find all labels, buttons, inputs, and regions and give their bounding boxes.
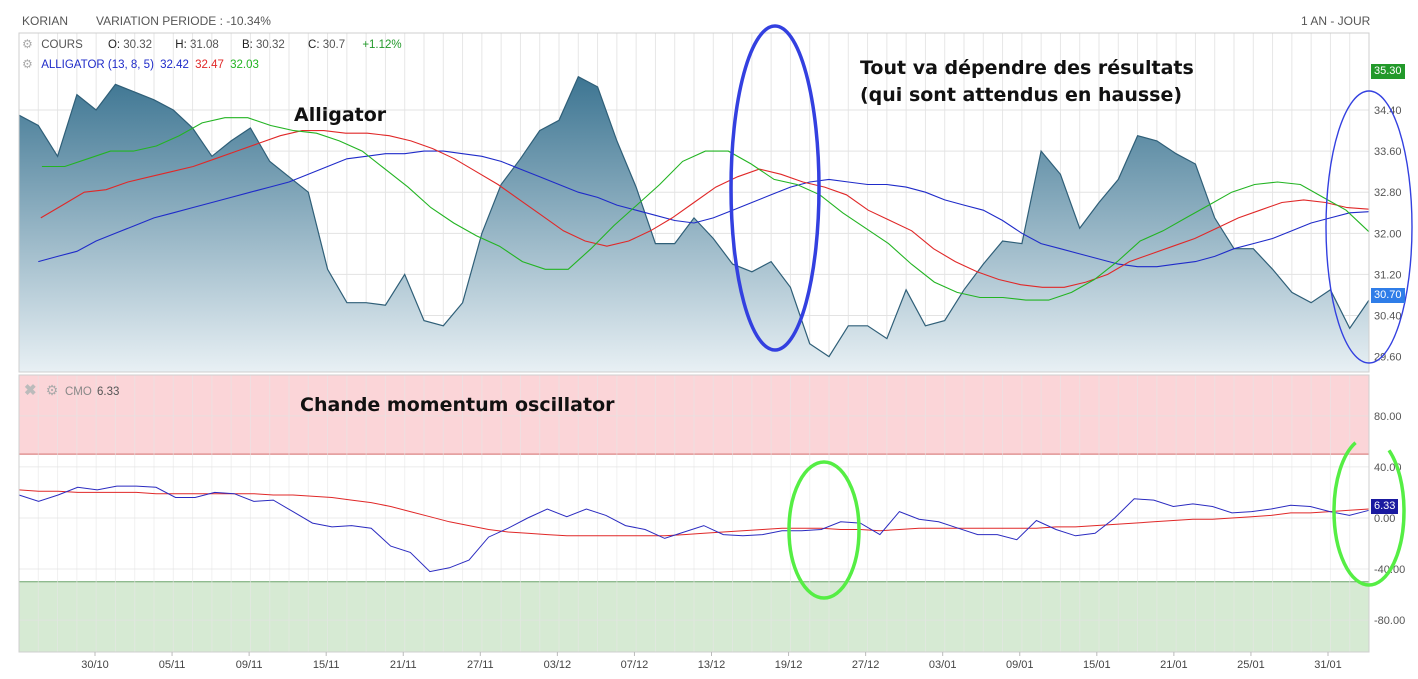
green-highlight-ellipse	[787, 460, 861, 600]
alligator-jaw-value: 32.42	[160, 59, 189, 71]
blue-highlight-ellipse	[1325, 90, 1413, 364]
x-tick-label: 05/11	[159, 659, 186, 671]
timeframe-selector[interactable]: 1 AN - JOUR	[1301, 14, 1371, 28]
close-value: 30.7	[322, 39, 346, 51]
x-tick-label: 03/01	[929, 659, 957, 671]
x-tick-label: 27/11	[467, 659, 494, 671]
blue-highlight-ellipse	[729, 24, 821, 352]
low-value: 30.32	[256, 39, 285, 51]
x-tick-label: 19/12	[775, 659, 803, 671]
cmo-annotation: Chande momentum oscillator	[300, 394, 615, 416]
cmo-y-tick: -80.00	[1374, 615, 1405, 627]
green-highlight-ellipse	[1332, 435, 1406, 587]
alligator-lips-value: 32.03	[230, 59, 259, 71]
alligator-teeth-line	[40, 130, 1370, 288]
price-y-tick: 34.40	[1374, 105, 1402, 117]
price-y-tick: 32.00	[1374, 228, 1402, 240]
alligator-jaw-line	[38, 150, 1370, 268]
x-tick-label: 21/01	[1160, 659, 1188, 671]
price-change: +1.12%	[362, 39, 402, 51]
close-icon[interactable]: ✖	[24, 382, 37, 399]
price-y-tick: 30.40	[1374, 311, 1402, 323]
gear-icon[interactable]: ⚙	[45, 382, 59, 398]
cmo-last-tag: 6.33	[1371, 499, 1399, 514]
high-value: 31.08	[189, 39, 219, 51]
cmo-y-tick: 0.00	[1374, 513, 1395, 525]
alligator-teeth-value: 32.47	[195, 59, 224, 71]
cmo-value: 6.33	[97, 386, 120, 398]
high-label: H:	[175, 39, 187, 51]
x-tick-label: 27/12	[852, 659, 880, 671]
results-annotation: Tout va dépendre des résultats (qui sont…	[860, 55, 1194, 109]
price-y-tick: 33.60	[1374, 146, 1402, 158]
results-annotation-line1: Tout va dépendre des résultats	[860, 57, 1194, 79]
open-label: O:	[107, 39, 121, 51]
price-legend: ⚙ COURS O: 30.32 H: 31.08 B: 30.32 C: 30…	[22, 37, 402, 51]
price-y-tick: 31.20	[1374, 269, 1402, 281]
x-tick-label: 30/10	[81, 659, 109, 671]
alligator-annotation: Alligator	[294, 104, 387, 126]
low-label: B:	[241, 39, 253, 51]
x-tick-label: 07/12	[621, 659, 649, 671]
alligator-legend: ⚙ ALLIGATOR (13, 8, 5) 32.42 32.47 32.03	[22, 57, 259, 71]
x-tick-label: 21/11	[390, 659, 417, 671]
x-tick-label: 25/01	[1237, 659, 1265, 671]
cmo-panel-frame	[18, 374, 1370, 653]
x-tick-label: 09/11	[236, 659, 263, 671]
x-tick-label: 15/11	[313, 659, 340, 671]
alligator-lips-line	[41, 117, 1370, 301]
price-panel-frame	[18, 32, 1370, 373]
close-label: C:	[308, 39, 320, 51]
high-price-tag: 35.30	[1371, 64, 1405, 79]
results-annotation-line2: (qui sont attendus en hausse)	[860, 84, 1183, 106]
x-tick-label: 13/12	[698, 659, 726, 671]
price-area	[19, 76, 1369, 372]
cmo-signal-line	[18, 489, 1370, 537]
price-line	[18, 75, 1370, 358]
x-tick-label: 15/01	[1083, 659, 1111, 671]
price-y-tick: 32.80	[1374, 187, 1402, 199]
x-tick-label: 09/01	[1006, 659, 1034, 671]
last-price-tag: 30.70	[1371, 288, 1405, 303]
x-tick-label: 31/01	[1314, 659, 1342, 671]
period-variation: VARIATION PERIODE : -10.34%	[96, 14, 271, 28]
cmo-name: CMO	[64, 386, 92, 398]
cmo-line	[18, 485, 1370, 573]
cmo-y-tick: 80.00	[1374, 411, 1402, 423]
gear-icon[interactable]: ⚙	[22, 57, 33, 71]
price-series-name: COURS	[41, 39, 83, 51]
cmo-legend: ✖ ⚙ CMO 6.33	[24, 381, 119, 399]
price-y-tick: 29.60	[1374, 352, 1402, 364]
symbol-name: KORIAN	[22, 14, 69, 28]
x-tick-label: 03/12	[544, 659, 572, 671]
gear-icon[interactable]: ⚙	[22, 37, 33, 51]
open-value: 30.32	[123, 39, 153, 51]
alligator-name: ALLIGATOR (13, 8, 5)	[41, 59, 154, 71]
